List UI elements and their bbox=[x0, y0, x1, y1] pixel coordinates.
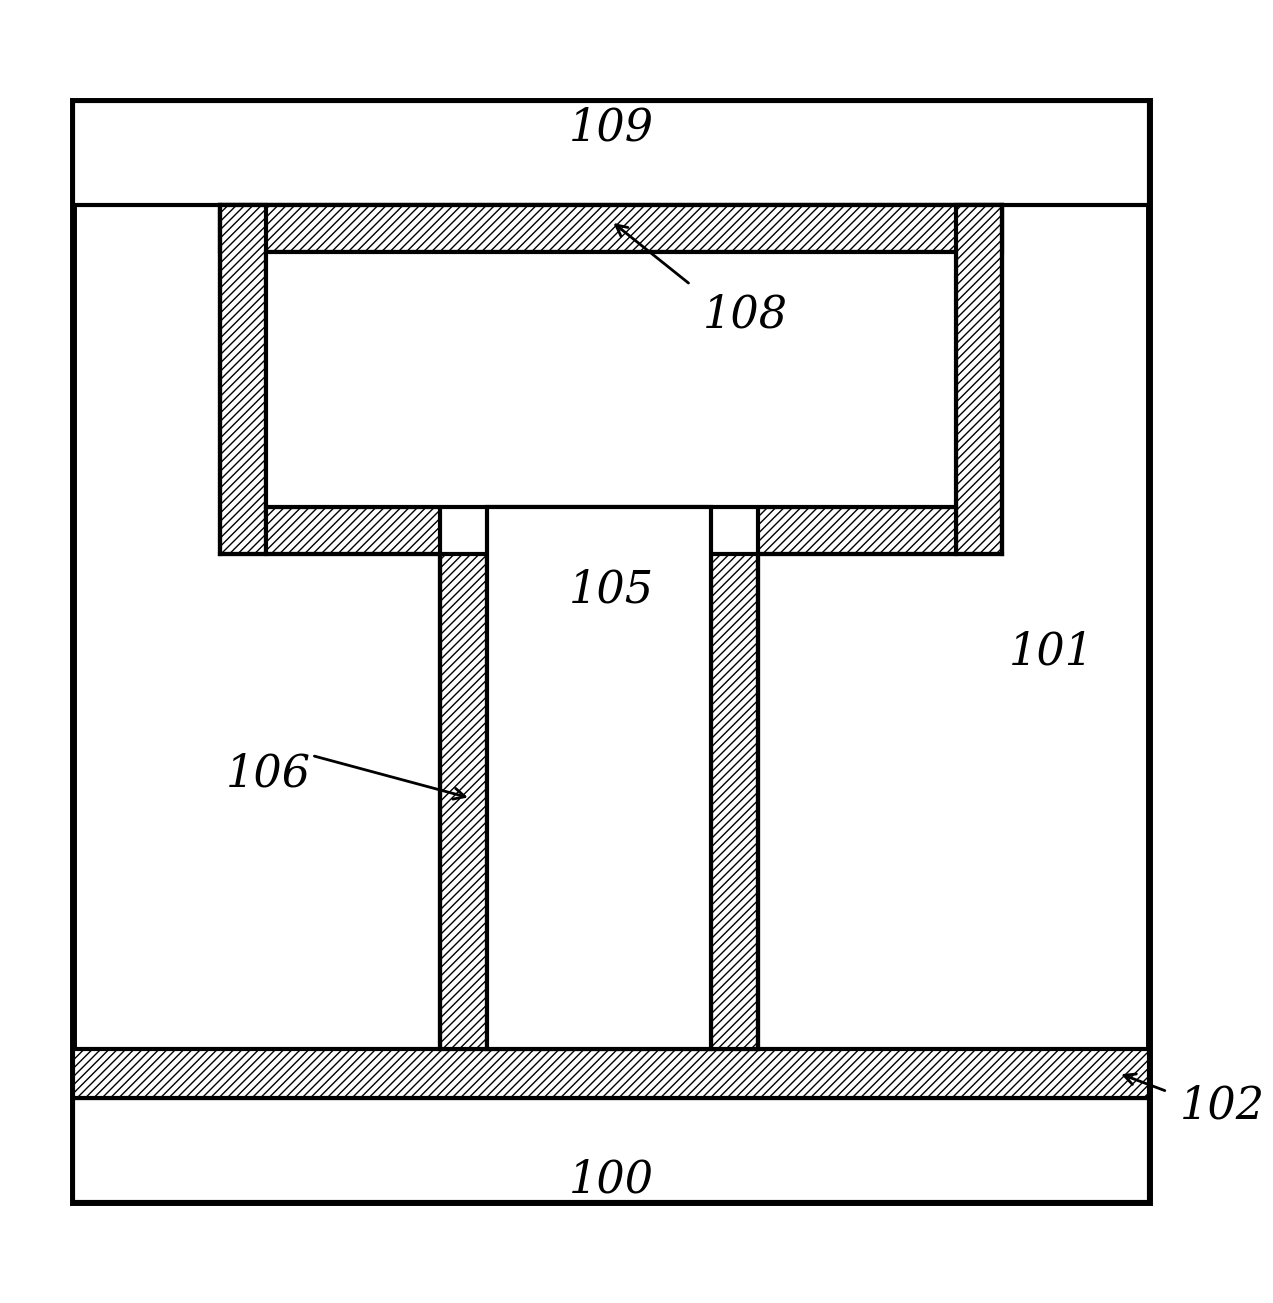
Bar bbox=[74, 102, 1150, 1201]
Bar bbox=[956, 206, 1002, 554]
Text: 100: 100 bbox=[569, 1158, 654, 1201]
Bar bbox=[266, 507, 440, 554]
Bar bbox=[440, 554, 486, 1049]
Bar bbox=[266, 251, 956, 507]
Bar bbox=[220, 206, 266, 554]
Bar bbox=[486, 507, 712, 1049]
Text: 101: 101 bbox=[1008, 629, 1094, 674]
Bar bbox=[220, 206, 1002, 251]
Text: 109: 109 bbox=[569, 107, 654, 150]
Bar bbox=[74, 102, 1150, 206]
Bar bbox=[757, 507, 956, 554]
Text: 102: 102 bbox=[1180, 1084, 1265, 1128]
Text: 108: 108 bbox=[703, 293, 788, 337]
Bar bbox=[74, 1049, 1150, 1097]
Bar bbox=[712, 554, 757, 1049]
Text: 105: 105 bbox=[569, 569, 654, 612]
Text: 106: 106 bbox=[227, 752, 312, 795]
Bar bbox=[74, 1097, 1150, 1201]
